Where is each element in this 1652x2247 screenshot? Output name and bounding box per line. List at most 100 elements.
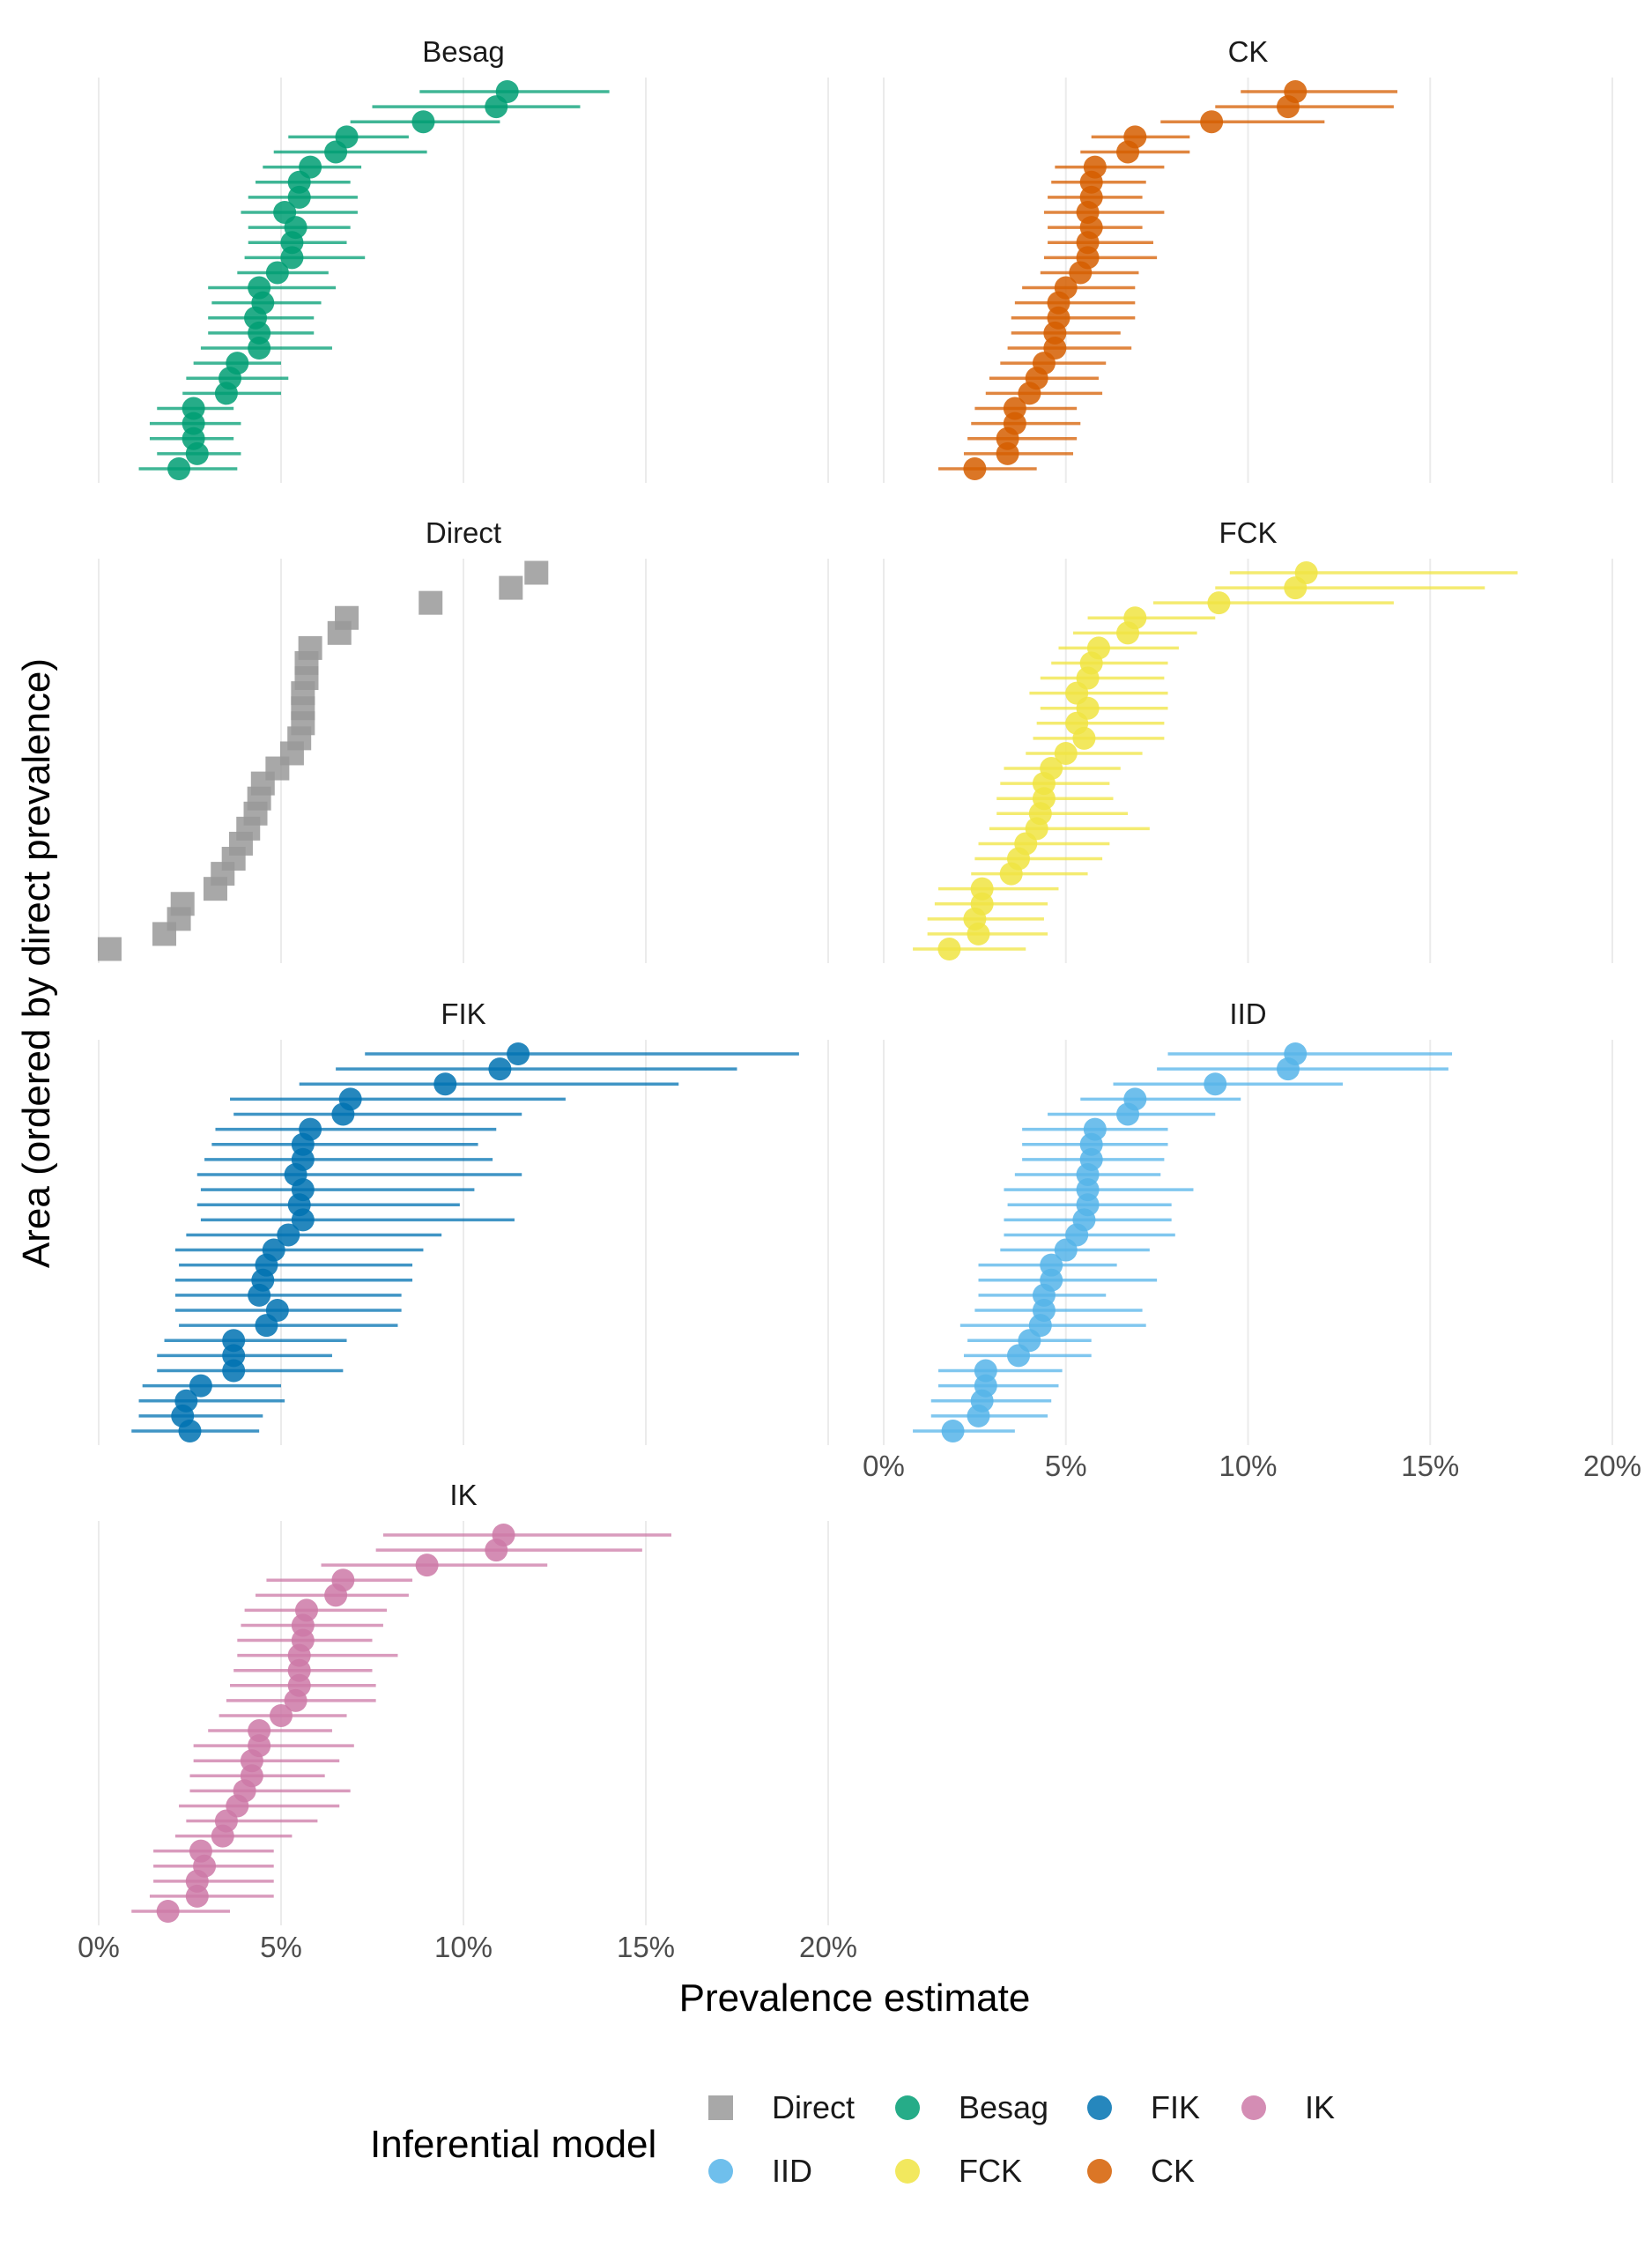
legend-items: Direct Besag FIK IK IID FCK CK [708,2089,1335,2189]
legend-label-fck: FCK [959,2153,1022,2189]
point-fck-21 [999,862,1023,886]
x-tick-ik-5: 5% [260,1931,302,1963]
panel-title-iid: IID [1229,997,1266,1030]
point-fik-13 [277,1223,300,1247]
x-axis-title: Prevalence estimate [679,1976,1031,2020]
point-besag-5 [324,140,348,164]
x-tick-ik-0: 0% [78,1931,120,1963]
legend-label-besag: Besag [959,2089,1048,2125]
point-fik-1 [507,1042,530,1065]
point-direct-5 [327,620,352,645]
legend-key-fck [895,2159,920,2184]
panel-ik: IK [98,1479,829,1925]
x-tick-ik-10: 10% [434,1931,493,1963]
point-ik-12 [284,1688,307,1712]
point-iid-21 [1006,1344,1030,1368]
legend-key-besag [895,2095,920,2120]
legend-label-fik: FIK [1151,2089,1200,2125]
legend-label-ik: IK [1305,2089,1335,2125]
legend-label-direct: Direct [772,2089,855,2125]
point-iid-26 [941,1420,965,1442]
point-fik-23 [189,1374,212,1398]
legend-title: Inferential model [370,2123,656,2166]
point-fik-3 [433,1072,457,1096]
x-tick-iid-20: 20% [1583,1450,1641,1482]
point-ik-25 [185,1884,209,1908]
point-besag-8 [287,185,311,209]
point-ik-26 [156,1900,180,1923]
point-fck-3 [1207,591,1231,615]
point-besag-25 [185,441,209,465]
point-fik-22 [222,1359,246,1383]
point-fik-12 [291,1208,315,1232]
panel-title-ik: IK [449,1479,477,1511]
point-besag-12 [280,246,304,270]
panel-title-direct: Direct [426,516,501,549]
panel-fik: FIK [98,997,829,1445]
point-ck-3 [1200,110,1224,134]
legend-key-ik [1241,2095,1266,2120]
point-fck-25 [967,922,990,946]
point-iid-25 [967,1404,990,1428]
x-tick-iid-5: 5% [1045,1450,1087,1482]
point-fik-5 [331,1102,355,1126]
panel-title-fck: FCK [1219,516,1278,549]
point-iid-5 [1116,1102,1140,1126]
point-direct-22 [203,877,227,901]
x-tick-iid-10: 10% [1219,1450,1277,1482]
point-ik-13 [270,1703,293,1727]
point-ck-26 [963,457,987,480]
point-ik-2 [485,1539,508,1562]
legend-label-ck: CK [1151,2153,1195,2189]
y-axis-title: Area (ordered by direct prevalence) [15,658,58,1268]
point-fik-2 [488,1057,512,1081]
point-ck-21 [1018,382,1041,405]
panel-fck: FCK [883,516,1613,963]
legend-key-fik [1087,2095,1112,2120]
legend-key-iid [708,2159,733,2184]
point-iid-14 [1054,1238,1078,1262]
x-tick-iid-0: 0% [863,1450,905,1482]
point-ik-21 [211,1824,234,1848]
point-fck-26 [937,938,961,960]
point-fik-19 [255,1314,278,1338]
panel-iid: IID [883,997,1613,1445]
point-besag-13 [265,261,289,285]
x-tick-ik-20: 20% [799,1931,857,1963]
point-ck-13 [1069,261,1093,285]
point-ik-5 [324,1583,348,1607]
point-fck-13 [1054,741,1078,765]
point-besag-18 [248,337,271,360]
panel-ck: CK [883,35,1613,483]
point-direct-26 [97,937,122,961]
legend-key-ck [1087,2159,1112,2184]
point-direct-1 [524,560,549,585]
point-ck-5 [1116,140,1140,164]
point-direct-25 [152,922,177,946]
panel-title-fik: FIK [441,997,485,1030]
point-fck-5 [1116,621,1140,645]
x-axis-tick-labels: 0% 5% 10% 15% 20% 0% 5% 10% 15% 20% [78,1450,1641,1963]
legend-key-direct [708,2095,733,2120]
point-fik-17 [248,1283,271,1307]
x-tick-ik-15: 15% [617,1931,675,1963]
panel-title-besag: Besag [422,35,505,68]
point-ck-2 [1276,95,1300,119]
point-fck-2 [1284,576,1308,600]
panel-title-ck: CK [1228,35,1269,68]
legend-label-iid: IID [772,2153,812,2189]
point-ik-3 [415,1554,439,1577]
point-iid-3 [1204,1072,1227,1096]
point-direct-2 [499,575,523,600]
point-besag-21 [214,382,238,405]
panel-direct: Direct [97,516,829,963]
point-besag-3 [411,110,435,134]
x-tick-iid-15: 15% [1401,1450,1459,1482]
point-fik-26 [178,1420,202,1442]
panel-besag: Besag [98,35,829,483]
point-fck-12 [1072,726,1096,750]
point-ck-25 [996,441,1019,465]
point-besag-2 [485,95,508,119]
legend: Inferential model Direct Besag FIK IK IID FCK… [370,2089,1335,2189]
